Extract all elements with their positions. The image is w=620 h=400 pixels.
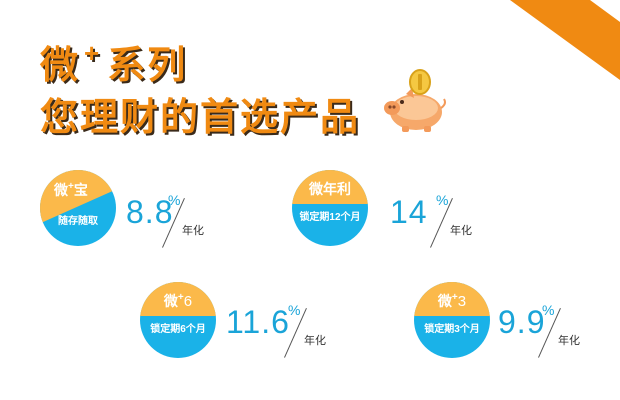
product-name: 微年利 [309,181,351,197]
product-badge: 微+宝 随存随取 [40,170,116,246]
product-rate-percent: % [288,302,301,318]
product-name-plus: + [68,181,74,192]
headline-plus: + [84,38,102,68]
product-rate: 14 [390,194,428,230]
product-name: 微+6 [140,291,216,311]
product-badge: 微+6 锁定期6个月 [140,282,216,358]
corner-accent-cut [590,0,620,22]
product-rate-percent: % [168,192,181,208]
headline-wei: 微 [40,45,81,87]
product-subtitle: 随存随取 [58,216,98,227]
product-name-main: 微 [437,293,452,309]
badge-cap [292,170,368,204]
product-rate-unit: 年化 [304,335,326,347]
product-name: 微+宝 [54,180,116,200]
badge-cap [414,282,490,316]
product-rate: 9.9 [498,304,546,340]
product-rate-unit: 年化 [558,335,580,347]
headline-line-1: 微 + 系列 [40,34,187,89]
product-name: 微+3 [414,291,490,311]
product-subtitle: 锁定期3个月 [424,324,480,335]
product-rate-unit: 年化 [182,225,204,237]
headline-line-2: 您理财的首选产品 [40,97,361,139]
piggy-bank-icon [384,69,446,132]
badge-cap [140,282,216,316]
product-rate-percent: % [436,192,449,208]
product-subtitle: 锁定期6个月 [150,324,206,335]
headline-series: 系列 [107,45,188,87]
product-name-main: 微 [163,293,178,309]
product-name-plus: + [177,292,184,303]
product-badge: 微+3 锁定期3个月 [414,282,490,358]
product-name-main: 微 [54,182,68,198]
product-badge: 微年利 锁定期12个月 [292,170,368,246]
product-rate-unit: 年化 [450,225,472,237]
product-name-plus: + [451,292,458,303]
product-name-suffix: 6 [183,293,193,310]
product-name-suffix: 3 [457,293,467,310]
product-rate: 11.6 [226,304,290,340]
product-subtitle: 锁定期12个月 [299,212,361,223]
product-rate: 8.8 [126,194,174,230]
product-rate-percent: % [542,302,555,318]
product-name-suffix: 宝 [73,182,88,198]
